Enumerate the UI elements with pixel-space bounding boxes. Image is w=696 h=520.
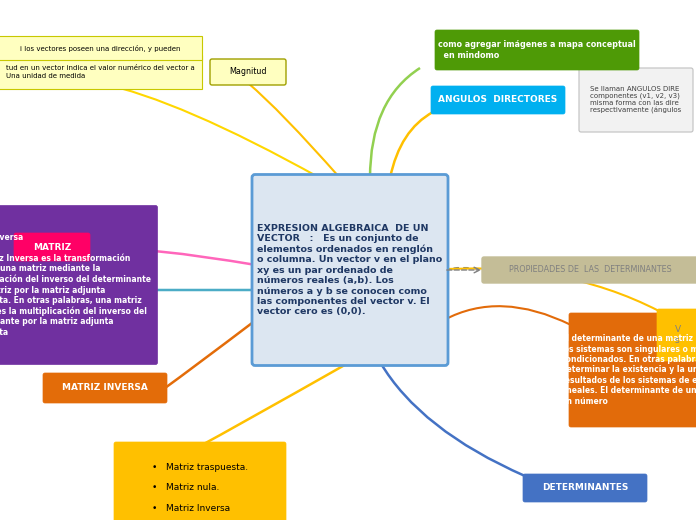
Text: MATRIZ INVERSA: MATRIZ INVERSA: [62, 384, 148, 393]
Text: El determinante de una matriz de
los sistemas son singulares o ma
condicionados.: El determinante de una matriz de los sis…: [561, 334, 696, 406]
FancyBboxPatch shape: [435, 30, 639, 70]
Text: •   Matriz traspuesta.

•   Matriz nula.

•   Matriz Inversa: • Matriz traspuesta. • Matriz nula. • Ma…: [152, 463, 248, 513]
Text: tud en un vector indica el valor numérico del vector a
Una unidad de medida: tud en un vector indica el valor numéric…: [6, 66, 194, 79]
FancyBboxPatch shape: [431, 86, 565, 114]
FancyBboxPatch shape: [569, 313, 696, 427]
FancyBboxPatch shape: [657, 309, 696, 361]
FancyBboxPatch shape: [210, 59, 286, 85]
Text: MATRIZ: MATRIZ: [33, 242, 71, 252]
FancyBboxPatch shape: [482, 257, 696, 283]
FancyBboxPatch shape: [579, 68, 693, 132]
FancyBboxPatch shape: [0, 36, 202, 60]
Text: Se llaman ANGULOS DIRE
componentes (v1, v2, v3)
misma forma con las dire
respect: Se llaman ANGULOS DIRE componentes (v1, …: [590, 86, 681, 114]
Text: ANGULOS  DIRECTORES: ANGULOS DIRECTORES: [438, 96, 557, 105]
FancyBboxPatch shape: [114, 442, 286, 520]
Text: Magnitud: Magnitud: [229, 68, 267, 76]
Text: PROPIEDADES DE  LAS  DETERMINANTES: PROPIEDADES DE LAS DETERMINANTES: [509, 266, 672, 275]
Text: DETERMINANTES: DETERMINANTES: [541, 484, 628, 492]
Text: i los vectores poseen una dirección, y pueden: i los vectores poseen una dirección, y p…: [19, 45, 180, 51]
Text: como agregar imágenes a mapa conceptual
  en mindomo: como agregar imágenes a mapa conceptual …: [438, 41, 636, 60]
FancyBboxPatch shape: [0, 205, 157, 365]
FancyBboxPatch shape: [43, 373, 167, 403]
FancyBboxPatch shape: [252, 175, 448, 366]
FancyBboxPatch shape: [0, 55, 202, 89]
Text: V
s: V s: [675, 326, 681, 345]
Text: z Inversa

atriz Inversa es la transformación
 de una matriz mediante la
plicaci: z Inversa atriz Inversa es la transforma…: [0, 233, 152, 337]
Text: EXPRESION ALGEBRAICA  DE UN
VECTOR   :   Es un conjunto de
elementos ordenados e: EXPRESION ALGEBRAICA DE UN VECTOR : Es u…: [258, 224, 443, 316]
FancyBboxPatch shape: [523, 474, 647, 502]
FancyBboxPatch shape: [14, 233, 90, 261]
